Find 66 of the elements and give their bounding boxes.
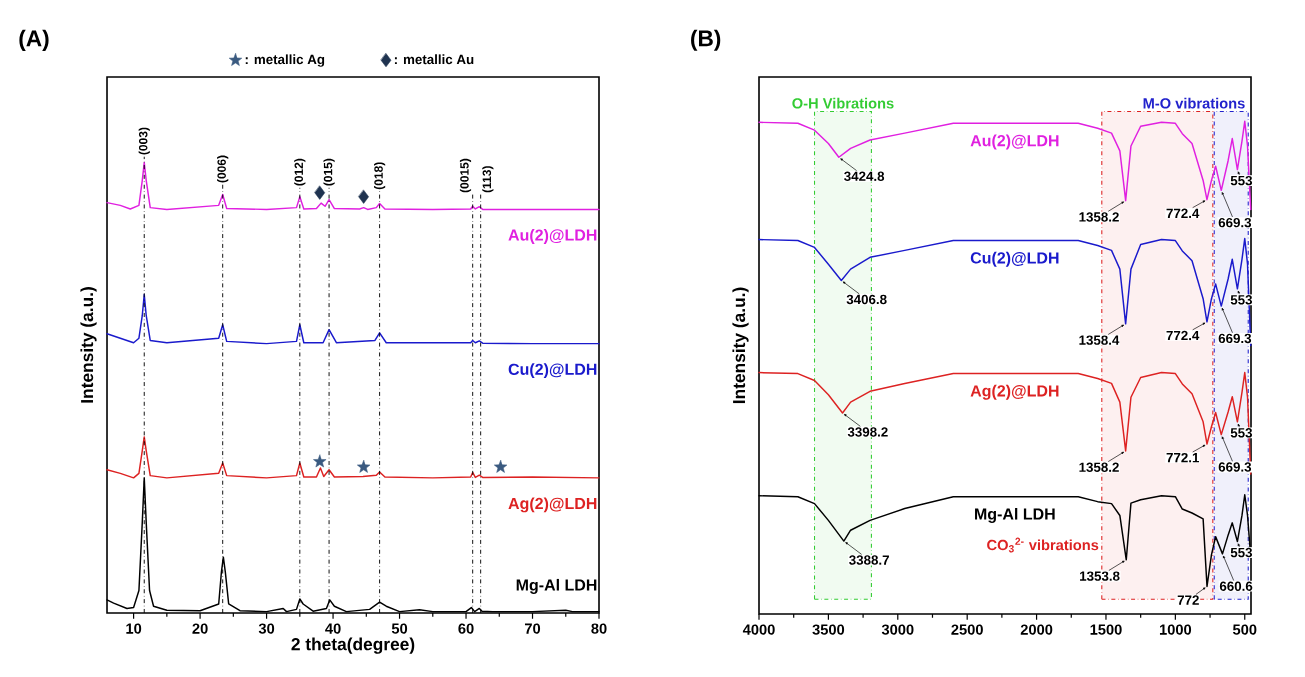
point (314, 185, 326, 200)
x-tick-label: 3500 (812, 624, 845, 635)
point (357, 460, 371, 473)
point (313, 454, 327, 468)
x-tick-label: 80 (591, 623, 607, 634)
annotation: 1358.2 (1079, 212, 1119, 222)
x-tick-label: 1500 (1090, 624, 1122, 635)
annotation: 669.3 (1218, 333, 1252, 344)
band-label: M-O vibrations (1143, 97, 1245, 109)
annotation: 669.3 (1218, 217, 1252, 228)
annotation: (012) (294, 158, 306, 186)
annotation: 772.1 (1166, 452, 1200, 463)
chart-title: (B) (691, 29, 721, 51)
x-tick-label: 30 (258, 623, 275, 634)
x-tick-label: 60 (458, 623, 474, 634)
point (493, 460, 508, 473)
annotation: 553 (1230, 547, 1253, 558)
series-label: Ag(2)@LDH (508, 497, 597, 513)
x-tick-label: 10 (126, 623, 142, 634)
band-label: CO$_{3}$$^{2-}$ vibrations (987, 537, 1099, 553)
annotation: (015) (323, 158, 335, 186)
series-label: Cu(2)@LDH (508, 363, 597, 379)
annotation: 772.4 (1166, 330, 1200, 341)
annotation: (113) (482, 166, 494, 193)
annotation: 553 (1230, 175, 1253, 186)
annotation: 553 (1230, 428, 1253, 438)
legend-label: : metallic Au (394, 54, 474, 65)
x-tick-label: 50 (391, 623, 408, 634)
annotation: (003) (138, 127, 150, 155)
x-tick-label: 4000 (742, 624, 775, 635)
annotation: 660.6 (1219, 581, 1253, 591)
x-tick-label: 500 (1232, 624, 1257, 635)
annotation: (018) (374, 162, 386, 190)
annotation: 772 (1177, 595, 1199, 605)
y-axis-title: Intensity (a.u.) (732, 287, 749, 404)
y-axis-title: Intensity (a.u.) (80, 287, 97, 403)
x-tick-label: 40 (325, 623, 341, 634)
x-tick-label: 1000 (1159, 624, 1192, 635)
point (358, 189, 369, 204)
legend-label: : metallic Ag (245, 54, 325, 67)
band-label: O-H Vibrations (792, 97, 894, 109)
annotation: 1358.2 (1079, 462, 1119, 472)
series-label: Mg-Al LDH (975, 507, 1055, 523)
series-label: Mg-Al LDH (516, 578, 597, 594)
annotation: 669.3 (1218, 462, 1252, 472)
annotation: 1358.4 (1079, 335, 1120, 345)
series-label: Au(2)@LDH (508, 228, 597, 244)
annotation: 553 (1230, 295, 1253, 305)
x-tick-label: 70 (524, 623, 541, 634)
series-label: Ag(2)@LDH (970, 384, 1059, 400)
series-label: Cu(2)@LDH (970, 251, 1059, 267)
x-axis-title: 2 theta(degree) (291, 637, 415, 654)
annotation: 3406.8 (846, 294, 887, 305)
annotation: 1353.8 (1080, 571, 1120, 581)
x-tick-label: 2000 (1020, 624, 1053, 635)
chart-title: (A) (19, 29, 49, 51)
x-tick-label: 20 (192, 623, 208, 634)
annotation: 3424.8 (844, 171, 885, 182)
annotation: 3398.2 (847, 427, 888, 437)
series-label: Au(2)@LDH (970, 134, 1059, 150)
x-tick-label: 2500 (951, 624, 983, 635)
annotation: (006) (217, 155, 229, 183)
annotation: 3388.7 (849, 555, 889, 565)
annotation: 772.4 (1166, 208, 1200, 218)
x-tick-label: 3000 (881, 624, 914, 635)
annotation: (0015) (459, 158, 472, 193)
